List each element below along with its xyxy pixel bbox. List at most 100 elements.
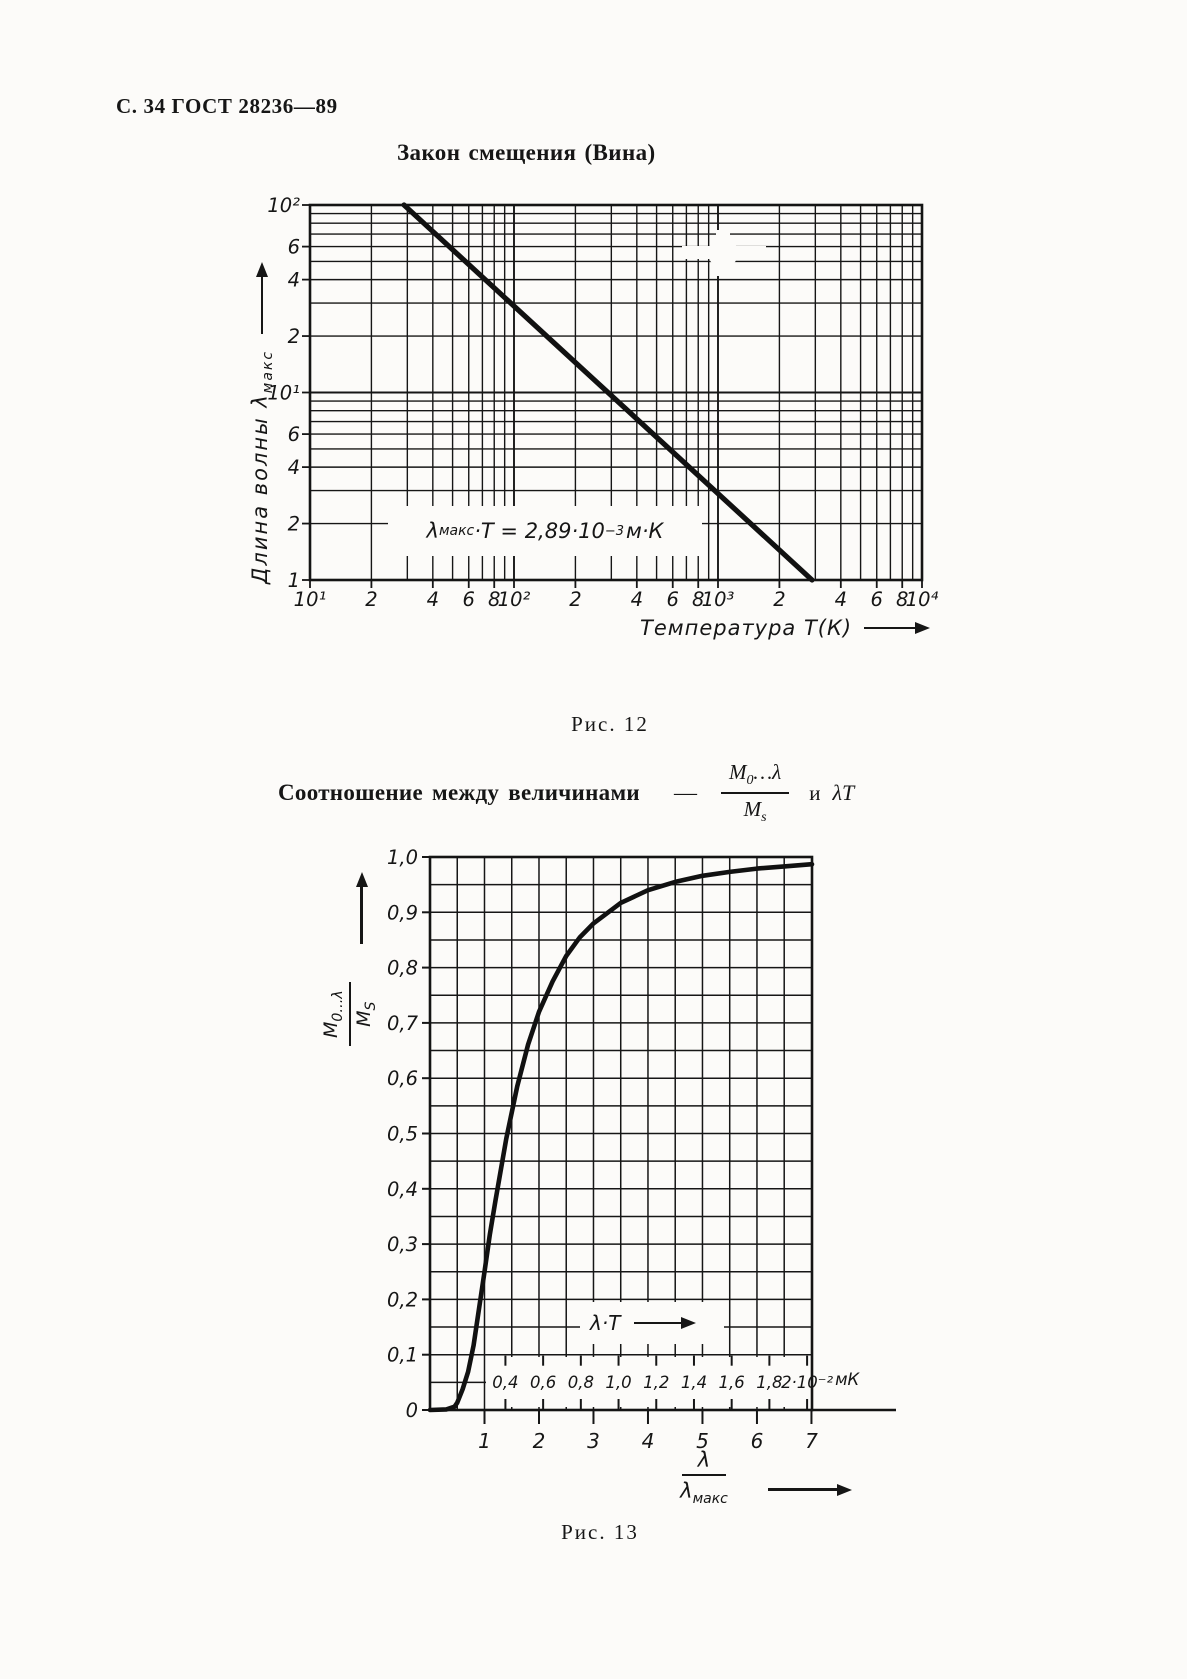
fig13-x-den-sub: макс: [692, 1491, 728, 1508]
series-cumulative-fraction-curve: [427, 861, 815, 1413]
fig13-title-den-base: M: [743, 797, 762, 822]
y-tick-label: 0,1: [387, 1344, 418, 1367]
label-strip-whiteout: [486, 1357, 811, 1407]
fig13-caption: Рис. 13: [561, 1520, 639, 1544]
fig13-y-axis-denominator: MS: [351, 1002, 379, 1027]
x-tick-label: 4: [631, 588, 643, 611]
y-tick-label: 10²: [267, 194, 300, 217]
x-tick-label: 10⁴: [906, 588, 939, 611]
x-tick-label: 2: [533, 1429, 546, 1453]
fig13-title-num-base: M: [728, 760, 747, 784]
x-tick-label: 10²: [498, 588, 531, 611]
fig13-y-den-base: M: [352, 1010, 375, 1027]
x-tick-label: 10³: [702, 588, 735, 611]
fig12-y-axis-label-sub: макс: [260, 349, 277, 394]
fig13-title-lambda-t: λТ: [832, 780, 855, 806]
y-tick-label: 0,9: [387, 901, 418, 924]
x-tick-label: 6: [463, 588, 475, 611]
fig13-y-num-sub: 0…λ: [329, 990, 346, 1022]
x-tick-label: 2: [773, 588, 785, 611]
y-tick-label: 0,2: [387, 1288, 418, 1311]
plot-frame: [428, 855, 814, 1412]
fig12-y-axis-arrow-icon: [260, 275, 264, 334]
fig13-x-axis-numerator: λ: [681, 1448, 727, 1476]
y-tick-label: 6: [288, 423, 300, 446]
fig12-caption: Рис. 12: [571, 712, 649, 736]
fig12-y-axis-label-main: Длина волны λ: [248, 393, 272, 584]
y-tick-label: 4: [288, 269, 300, 292]
y-tick-label: 0,5: [387, 1123, 418, 1146]
fig13-title-num-sub: 0: [746, 773, 754, 789]
x-tick-label: 2: [365, 588, 377, 611]
fig13-title: Соотношение между величинами — M0…λ Ms и…: [278, 760, 854, 827]
fig13-x-axis-arrow-icon: [768, 1488, 838, 1491]
fig13-inner-annotation: λ·Т: [580, 1302, 724, 1344]
fig13-title-fraction-numerator: M0…λ: [720, 760, 790, 795]
x-tick-label: 2: [569, 588, 581, 611]
fig12-x-axis-label: Температура Т(К): [640, 616, 917, 640]
x-tick-label: 1: [478, 1429, 491, 1453]
x-tick-label: 8: [896, 588, 908, 611]
fig13-title-conjunction: и: [809, 780, 821, 805]
fig13-chart: 1 2 3 4 5 6 7 0 0,1 0,2 0,3 0,4 0,5 0,6 0,7 0,8 0,9 1,0 0,…: [387, 846, 896, 1453]
fig12-x-axis-label-text: Температура Т(К): [640, 616, 853, 640]
plot-frame: [308, 203, 924, 582]
fig12-annotation-body: ·Т = 2,89·10: [474, 519, 605, 543]
y-tick-label: 0,7: [387, 1012, 419, 1035]
x-tick-label: 7: [805, 1429, 818, 1453]
secondary-x-tick-label: 1,0: [605, 1373, 631, 1392]
secondary-x-tick-label: 2·10⁻²: [781, 1373, 833, 1392]
series-wien-line: [401, 202, 815, 583]
fig12-annotation-unit: м·К: [626, 519, 664, 543]
fig13-title-num-rest: …λ: [753, 760, 782, 784]
fig12-y-axis-label: Длина волны λмакс: [248, 214, 276, 584]
fig13-x-axis-denominator: λмакс: [680, 1476, 728, 1507]
secondary-x-unit-label: мК: [835, 1370, 860, 1389]
fig12-x-axis-arrow-icon: [864, 626, 917, 630]
fig13-y-axis-arrow: [350, 886, 366, 944]
x-tick-label: 4: [642, 1429, 655, 1453]
fig13-x-axis-label: λ λмакс: [656, 1448, 752, 1507]
fig13-x-axis-arrow: [768, 1478, 838, 1496]
fig13-inner-annotation-text: λ·Т: [590, 1311, 621, 1335]
secondary-x-tick-label: 1,4: [681, 1373, 707, 1392]
y-tick-label: 2: [288, 513, 300, 536]
fig13-title-den-sub: s: [761, 810, 767, 826]
scan-artifact: [708, 238, 738, 268]
fig13-y-axis-label: M 0…λ MS: [320, 982, 379, 1046]
y-tick-label: 10¹: [267, 382, 300, 405]
fig13-y-axis-arrow-icon: [360, 886, 363, 944]
y-tick-label: 0,3: [387, 1233, 418, 1256]
fig13-title-dash: —: [673, 780, 697, 806]
x-tick-label: 5: [696, 1429, 709, 1453]
x-tick-label: 8: [692, 588, 704, 611]
y-tick-label: 1: [288, 569, 300, 592]
fig12-y-axis-label-text: Длина волны λмакс: [248, 350, 276, 584]
fig12-annotation: λ макс ·Т = 2,89·10 −3 м·К: [388, 506, 702, 556]
x-tick-label: 4: [835, 588, 847, 611]
y-tick-label: 2: [288, 325, 300, 348]
fig13-inner-annotation-arrow-icon: [634, 1321, 683, 1325]
fig12-annotation-lambda-sub: макс: [438, 523, 475, 539]
x-tick-label: 10¹: [294, 588, 327, 611]
x-tick-label: 3: [587, 1429, 600, 1453]
page-header: С. 34 ГОСТ 28236—89: [116, 94, 338, 118]
fig13-title-fraction: M0…λ Ms: [720, 760, 790, 827]
x-tick-label: 6: [871, 588, 883, 611]
x-tick-label: 8: [488, 588, 500, 611]
fig13-y-den-sub: S: [362, 1001, 379, 1011]
y-tick-label: 4: [288, 456, 300, 479]
y-tick-label: 0,4: [387, 1178, 418, 1201]
fig13-y-axis-fraction: M 0…λ MS: [320, 982, 379, 1046]
secondary-x-tick-label: 1,8: [756, 1373, 782, 1392]
fig12-annotation-lambda: λ: [426, 519, 439, 543]
x-tick-label: 6: [667, 588, 679, 611]
fig12-title: Закон смещения (Вина): [397, 140, 656, 165]
secondary-x-tick-label: 0,4: [492, 1373, 518, 1392]
y-tick-label: 0: [406, 1399, 418, 1422]
secondary-x-tick-label: 0,6: [530, 1373, 556, 1392]
x-tick-label: 4: [427, 588, 439, 611]
y-tick-label: 1,0: [387, 846, 418, 869]
